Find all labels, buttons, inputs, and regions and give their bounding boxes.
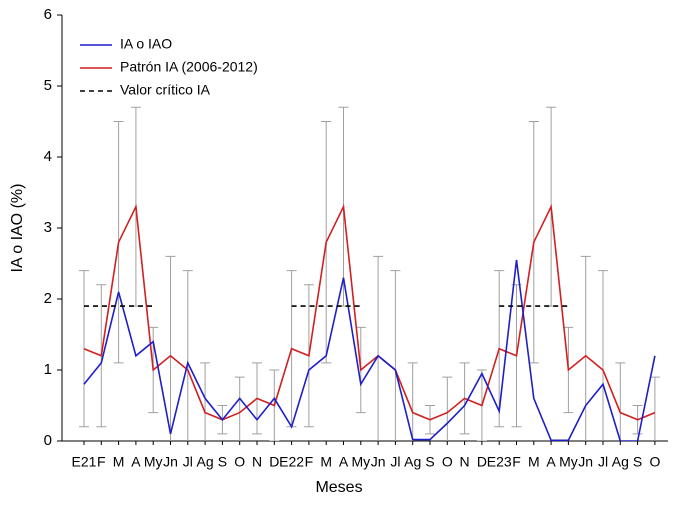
x-tick-label: D: [477, 454, 487, 470]
x-tick-label: F: [97, 454, 106, 470]
y-tick-label: 5: [44, 77, 52, 94]
x-tick-label: Ag: [197, 454, 214, 470]
x-tick-label: Jn: [163, 454, 178, 470]
x-tick-label: S: [218, 454, 227, 470]
legend-label: Patrón IA (2006-2012): [120, 59, 258, 75]
y-tick-label: 1: [44, 361, 52, 378]
y-tick-label: 0: [44, 432, 52, 449]
x-tick-label: O: [649, 454, 660, 470]
x-tick-label: My: [351, 454, 370, 470]
x-tick-label: E21: [72, 454, 97, 470]
x-tick-label: O: [442, 454, 453, 470]
y-tick-label: 6: [44, 6, 52, 23]
x-tick-label: Ag: [404, 454, 421, 470]
x-tick-label: S: [425, 454, 434, 470]
x-tick-label: My: [144, 454, 163, 470]
x-tick-label: Jn: [371, 454, 386, 470]
x-axis-label: Meses: [315, 479, 362, 496]
y-tick-label: 2: [44, 290, 52, 307]
x-tick-label: A: [339, 454, 349, 470]
plot-area: [79, 106, 660, 441]
series-line: [83, 259, 656, 441]
series-line: [83, 203, 656, 421]
x-tick-label: My: [559, 454, 578, 470]
x-tick-label: N: [252, 454, 262, 470]
x-tick-label: E23: [487, 454, 512, 470]
x-tick-label: F: [512, 454, 521, 470]
x-tick-label: M: [113, 454, 125, 470]
x-tick-label: E22: [279, 454, 304, 470]
x-tick-label: M: [320, 454, 332, 470]
x-tick-label: A: [131, 454, 141, 470]
x-tick-label: Jl: [390, 454, 400, 470]
x-tick-label: O: [234, 454, 245, 470]
legend-label: IA o IAO: [120, 36, 172, 52]
y-axis-label: IA o IAO (%): [9, 184, 26, 273]
y-tick-label: 4: [44, 148, 52, 165]
x-tick-label: S: [633, 454, 642, 470]
legend-label: Valor crítico IA: [120, 82, 211, 98]
x-tick-label: Jl: [183, 454, 193, 470]
x-tick-label: M: [528, 454, 540, 470]
x-tick-label: D: [269, 454, 279, 470]
x-tick-label: Ag: [612, 454, 629, 470]
y-tick-label: 3: [44, 219, 52, 236]
x-tick-label: Jl: [598, 454, 608, 470]
x-tick-label: F: [305, 454, 314, 470]
x-tick-label: N: [460, 454, 470, 470]
x-tick-label: A: [546, 454, 556, 470]
x-tick-label: Jn: [578, 454, 593, 470]
